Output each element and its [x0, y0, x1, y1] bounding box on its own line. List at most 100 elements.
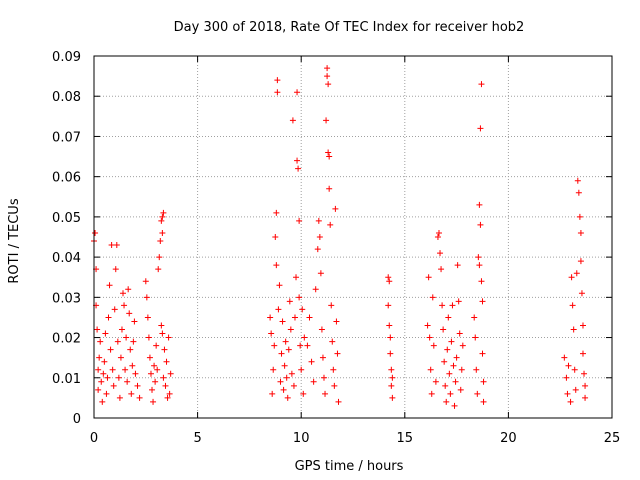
data-point	[146, 354, 153, 361]
y-tick-label: 0.06	[52, 171, 81, 186]
data-point	[457, 386, 464, 393]
data-point	[153, 342, 160, 349]
data-point	[132, 370, 139, 377]
data-point	[157, 238, 164, 245]
data-point	[283, 374, 290, 381]
data-point	[125, 286, 132, 293]
plot-frame	[93, 55, 613, 419]
data-point	[579, 350, 586, 357]
data-point	[444, 346, 451, 353]
data-point	[274, 89, 281, 96]
data-point	[120, 290, 127, 297]
data-point	[114, 338, 121, 345]
data-point	[290, 382, 297, 389]
data-point	[293, 274, 300, 281]
data-point	[142, 278, 149, 285]
data-point	[129, 362, 136, 369]
y-tick-label: 0.08	[52, 90, 81, 105]
data-point	[103, 390, 110, 397]
data-point	[123, 334, 130, 341]
data-point	[475, 254, 482, 261]
data-point	[105, 314, 112, 321]
data-point	[95, 366, 102, 373]
data-point	[458, 366, 465, 373]
data-point	[480, 398, 487, 405]
data-point	[102, 330, 109, 337]
data-point	[122, 366, 129, 373]
data-point	[314, 246, 321, 253]
data-point	[324, 65, 331, 72]
data-point	[472, 334, 479, 341]
data-point	[326, 185, 333, 192]
data-point	[276, 282, 283, 289]
data-point	[159, 213, 166, 220]
data-point	[94, 326, 101, 333]
data-point	[279, 318, 286, 325]
data-point	[573, 270, 580, 277]
data-point	[95, 386, 102, 393]
data-point	[324, 73, 331, 80]
data-point	[304, 342, 311, 349]
data-point	[327, 221, 334, 228]
x-tick-label: 20	[500, 431, 517, 446]
data-point	[97, 338, 104, 345]
data-point	[385, 302, 392, 309]
data-point	[165, 334, 172, 341]
data-point	[159, 330, 166, 337]
data-point	[319, 354, 326, 361]
data-point	[478, 81, 485, 88]
data-point	[312, 286, 319, 293]
data-point	[332, 205, 339, 212]
data-point	[270, 366, 277, 373]
data-point	[116, 394, 123, 401]
data-point	[143, 294, 150, 301]
data-point	[121, 302, 128, 309]
data-point	[284, 394, 291, 401]
data-point	[579, 322, 586, 329]
y-tick-label: 0	[73, 412, 81, 427]
data-point	[278, 350, 285, 357]
data-point	[289, 117, 296, 124]
data-point	[152, 378, 159, 385]
data-point	[112, 266, 119, 273]
data-point	[443, 398, 450, 405]
data-point	[448, 338, 455, 345]
data-point	[455, 298, 462, 305]
data-point	[451, 402, 458, 409]
data-point	[387, 334, 394, 341]
data-points	[91, 65, 589, 409]
data-point	[452, 378, 459, 385]
x-tick-label: 0	[90, 431, 98, 446]
data-point	[578, 290, 585, 297]
data-point	[269, 390, 276, 397]
data-point	[574, 177, 581, 184]
axes: 0 5 10 15 20 25 0 0.01 0.02 0.03 0.04 0.05 0.06 0.07 0…	[52, 50, 620, 446]
data-point	[473, 366, 480, 373]
data-point	[306, 314, 313, 321]
data-point	[287, 326, 294, 333]
data-point	[268, 330, 275, 337]
data-point	[331, 382, 338, 389]
data-point	[577, 258, 584, 265]
data-point	[301, 334, 308, 341]
data-point	[386, 278, 393, 285]
data-point	[104, 374, 111, 381]
data-point	[291, 314, 298, 321]
y-tick-label: 0.07	[52, 130, 81, 145]
data-point	[167, 370, 174, 377]
chart-title: Day 300 of 2018, Rate Of TEC Index for r…	[174, 20, 525, 35]
data-point	[111, 306, 118, 313]
data-point	[317, 270, 324, 277]
data-point	[118, 326, 125, 333]
data-point	[479, 298, 486, 305]
data-point	[567, 398, 574, 405]
data-point	[329, 338, 336, 345]
data-point	[459, 342, 466, 349]
data-point	[127, 346, 134, 353]
data-point	[109, 366, 116, 373]
data-point	[160, 209, 167, 216]
data-point	[160, 374, 167, 381]
data-point	[582, 394, 589, 401]
data-point	[326, 153, 333, 160]
data-point	[297, 342, 304, 349]
